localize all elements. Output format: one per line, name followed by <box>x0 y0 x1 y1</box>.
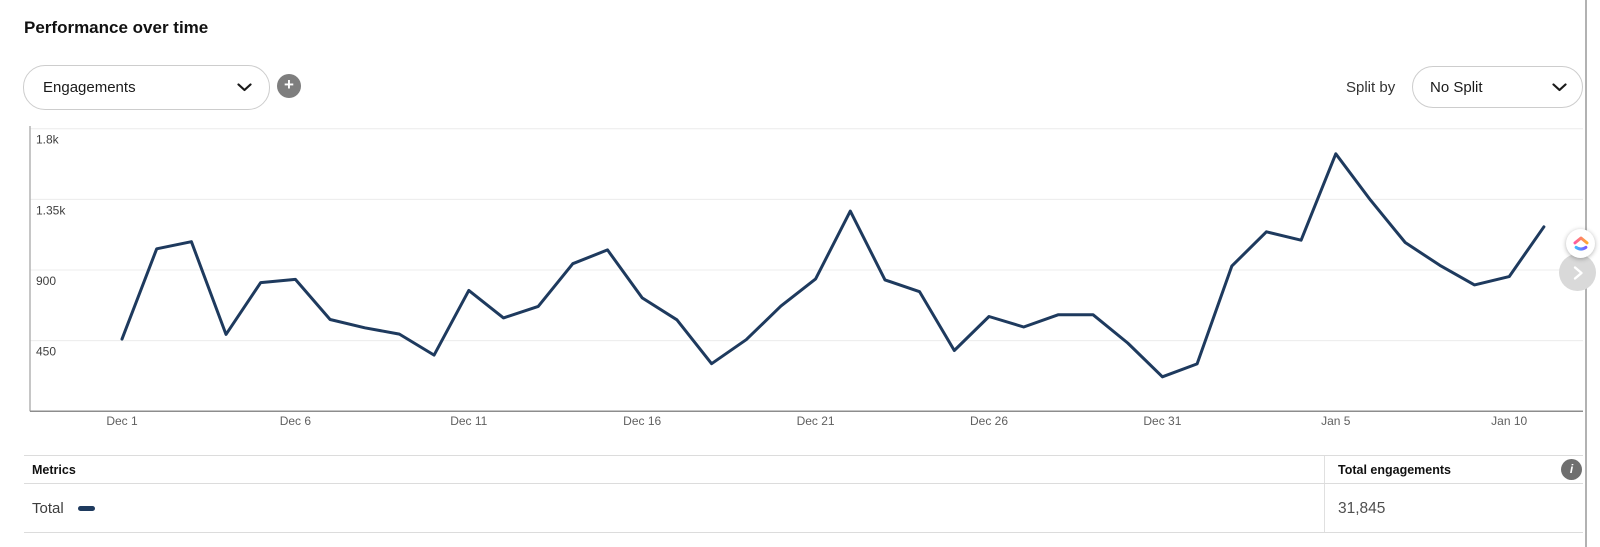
add-metric-button[interactable]: + <box>277 74 301 98</box>
x-tick-label: Dec 26 <box>970 414 1008 428</box>
table-header-row: Metrics Total engagements i <box>24 456 1583 484</box>
total-engagements-value: 31,845 <box>1338 499 1386 517</box>
line-chart: 450 900 1.35k 1.8k Dec 1 Dec 6 Dec 11 Dec 16 Dec… <box>29 126 1583 428</box>
x-tick-label: Dec 11 <box>450 414 487 428</box>
chevron-down-icon <box>1552 82 1567 91</box>
x-tick-label: Dec 31 <box>1143 414 1181 428</box>
y-tick-label: 1.35k <box>36 203 66 217</box>
x-tick-label: Dec 16 <box>623 414 661 428</box>
split-dropdown[interactable]: No Split <box>1412 66 1583 108</box>
metric-row-label: Total <box>32 500 64 517</box>
metric-dropdown[interactable]: Engagements <box>23 65 270 110</box>
chevron-right-icon <box>1573 265 1583 280</box>
split-dropdown-value: No Split <box>1430 78 1483 96</box>
chevron-down-icon <box>237 83 252 92</box>
split-by-label: Split by <box>1346 79 1396 96</box>
clickup-logo-icon <box>1573 236 1588 251</box>
y-tick-label: 450 <box>36 345 56 359</box>
metrics-table: Metrics Total engagements i Total 31,845 <box>24 455 1583 533</box>
x-tick-label: Dec 6 <box>280 414 312 428</box>
total-line-swatch <box>77 506 95 511</box>
metric-dropdown-value: Engagements <box>43 79 136 96</box>
table-column-divider <box>1324 456 1325 532</box>
table-row[interactable]: Total 31,845 <box>24 484 1583 533</box>
x-tick-label: Jan 5 <box>1321 414 1351 428</box>
x-tick-label: Dec 1 <box>106 414 138 428</box>
total-engagements-header: Total engagements <box>1338 462 1451 477</box>
page-title: Performance over time <box>24 18 209 37</box>
y-tick-label: 900 <box>36 274 56 288</box>
x-tick-label: Dec 21 <box>797 414 835 428</box>
x-tick-label: Jan 10 <box>1491 414 1527 428</box>
info-icon[interactable]: i <box>1561 459 1582 480</box>
metrics-column-header: Metrics <box>32 462 76 477</box>
clickup-extension-button[interactable] <box>1566 229 1595 258</box>
total-engagements-line <box>120 152 1546 379</box>
next-arrow-button[interactable] <box>1559 254 1596 291</box>
y-tick-label: 1.8k <box>36 133 60 147</box>
